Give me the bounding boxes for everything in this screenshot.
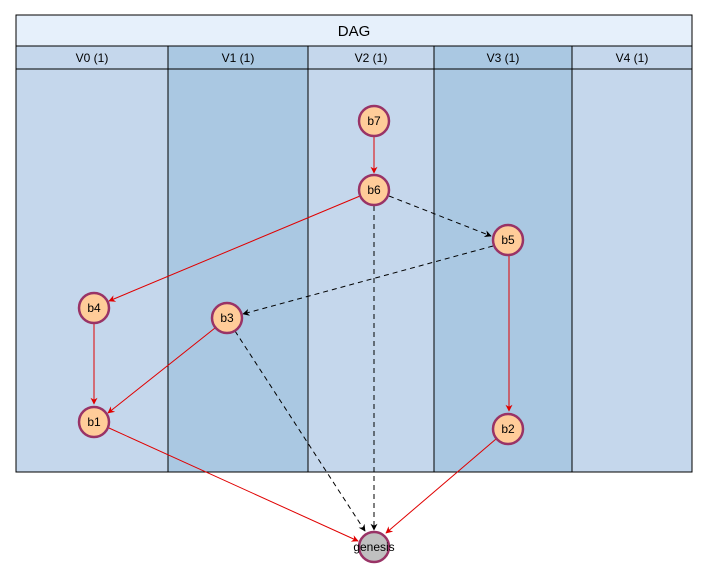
node-b7[interactable]: b7 (359, 106, 389, 136)
node-genesis[interactable]: genesis (353, 532, 394, 562)
column-label-v3: V3 (1) (487, 51, 520, 65)
node-b5[interactable]: b5 (493, 225, 523, 255)
node-b2[interactable]: b2 (493, 414, 523, 444)
column-body-v3 (434, 69, 572, 472)
node-b3[interactable]: b3 (212, 303, 242, 333)
node-label: b5 (501, 233, 515, 247)
column-v3: V3 (1) (434, 46, 572, 472)
column-label-v2: V2 (1) (355, 51, 388, 65)
node-b6[interactable]: b6 (359, 175, 389, 205)
column-label-v4: V4 (1) (616, 51, 649, 65)
node-label: b3 (220, 311, 234, 325)
node-label: b7 (367, 114, 381, 128)
node-label: b4 (87, 301, 101, 315)
node-label: b2 (501, 422, 515, 436)
node-b1[interactable]: b1 (79, 407, 109, 437)
column-v4: V4 (1) (572, 46, 692, 472)
node-b4[interactable]: b4 (79, 293, 109, 323)
column-v1: V1 (1) (168, 46, 308, 472)
diagram-title: DAG (338, 23, 371, 40)
column-label-v1: V1 (1) (222, 51, 255, 65)
node-label: b1 (87, 415, 101, 429)
column-label-v0: V0 (1) (76, 51, 109, 65)
diagram-header: DAG (16, 15, 692, 46)
column-body-v4 (572, 69, 692, 472)
node-label: genesis (353, 540, 394, 554)
column-body-v1 (168, 69, 308, 472)
node-label: b6 (367, 183, 381, 197)
